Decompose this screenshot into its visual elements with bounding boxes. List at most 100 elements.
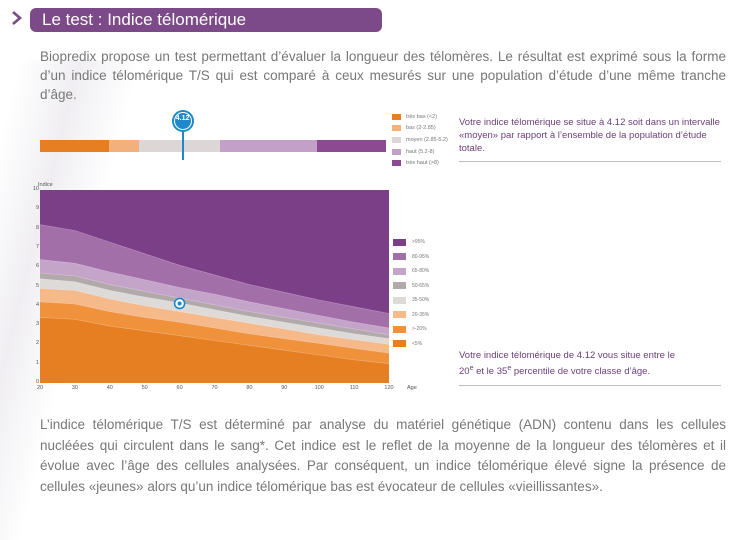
result-marker-line [181,128,184,160]
legend-swatch [393,340,406,348]
y-tick-label: 9 [35,205,39,212]
percentile-legend-item: >95% [393,235,429,250]
range-legend-item: très bas (<2) [392,111,448,123]
legend-label: très bas (<2) [406,113,438,120]
band-separator [40,301,389,354]
legend-label: très haut (>8) [406,160,439,167]
note-sup1: e [469,365,474,372]
legend-swatch [393,282,406,290]
result-note-bottom: Votre indice télomérique de 4.12 vous si… [459,349,721,378]
band-separator [40,259,389,329]
legend-label: 20-35% [412,311,430,318]
legend-label: 50-65% [412,282,430,289]
range-segment [138,140,220,152]
result-marker-pin [171,110,194,132]
note-line1: Votre indice télomérique de 4.12 vous si… [459,350,675,361]
range-segment [109,140,139,152]
range-legend: très bas (<2) bas (2-2.85) moyen (2.85-5.2… [392,111,448,169]
section-header: Le test : Indice télomérique [30,8,382,32]
band-separator [40,317,389,364]
range-segment [219,140,317,152]
x-tick-label: 100 [314,385,324,391]
percentile-legend-item: 50-65% [393,279,429,294]
range-legend-item: très haut (>8) [392,157,448,169]
legend-swatch [392,136,401,143]
result-point-center [177,301,182,306]
legend-swatch [392,113,401,120]
legend-label: 80-95% [412,253,430,260]
legend-label: moyen (2.85-5.2) [406,136,448,143]
legend-swatch [392,148,401,155]
x-tick-label: 20 [36,385,44,391]
range-segment [316,140,386,152]
chevron-right-icon [12,11,22,25]
legend-label: <5% [412,340,423,347]
y-tick-label: 4 [35,301,39,308]
section-title: Le test : Indice télomérique [42,10,247,29]
percentile-legend-item: 80-95% [393,250,429,265]
note-sup2: e [507,365,512,372]
note-line2-end: percentile de votre classe d’âge. [511,366,651,378]
legend-swatch [392,160,401,167]
y-tick-label: 10 [32,186,39,192]
note-mid: et le [473,366,497,378]
y-tick-label: 5 [35,282,39,289]
note-num2: 35 [496,366,508,378]
range-legend-item: moyen (2.85-5.2) [392,134,448,146]
x-axis-label: Age [407,385,417,391]
legend-label: >-20% [412,326,427,333]
range-legend-item: bas (2-2.85) [392,123,448,135]
band-separator [40,288,389,345]
legend-swatch [393,325,406,333]
x-tick-label: 80 [246,385,253,391]
x-tick-label: 40 [106,385,113,391]
intro-paragraph: Biopredix propose un test permettant d’é… [40,49,726,102]
note-num1: 20 [459,366,470,378]
y-tick-label: 6 [35,263,39,270]
legend-label: 35-50% [412,297,430,304]
legend-swatch [393,311,406,319]
legend-swatch [393,267,406,275]
legend-label: bas (2-2.85) [406,125,436,132]
x-tick-label: 90 [281,385,288,391]
band-separator [40,272,389,336]
result-marker-label: 4.12 [175,115,190,122]
divider-top [459,161,721,162]
percentile-chart [40,190,389,383]
y-tick-label: 2 [35,340,39,347]
percentile-legend-item: 65-80% [393,264,429,279]
percentile-legend-item: <5% [393,337,429,352]
x-tick-label: 60 [176,385,183,391]
legend-swatch [393,253,406,261]
legend-swatch [393,238,406,246]
range-legend-item: haut (5.2-8) [392,146,448,158]
result-note-top: Votre indice télomérique se situe à 4.12… [459,117,720,154]
percentile-legend: >95% 80-95% 65-80% 50-65% 35-50% 20-35% >-20% <… [393,235,429,351]
x-tick-label: 30 [71,385,78,391]
percentile-legend-item: 20-35% [393,308,429,323]
band-separator [40,278,389,339]
y-tick-label: 7 [35,243,39,250]
band-separator [40,224,389,314]
range-segment [40,140,110,152]
range-bar [40,140,386,152]
legend-label: haut (5.2-8) [406,148,435,155]
x-tick-label: 70 [211,385,218,391]
x-tick-label: 50 [141,385,148,391]
y-tick-label: 1 [35,359,39,366]
y-tick-label: 0 [35,379,39,385]
percentile-legend-item: >-20% [393,322,429,337]
percentile-legend-item: 35-50% [393,293,429,308]
y-axis-label: Indice [38,182,53,188]
x-tick-label: 120 [384,385,394,391]
divider-bottom [459,385,721,386]
y-tick-label: 3 [35,321,39,328]
legend-swatch [392,125,401,132]
y-tick-label: 8 [35,224,39,231]
legend-swatch [393,296,406,304]
legend-label: >95% [412,239,425,246]
outro-paragraph: L’indice télomérique T/S est déterminé p… [40,417,726,494]
percentile-band [40,317,389,383]
legend-label: 65-80% [412,268,430,275]
x-tick-label: 110 [349,385,359,391]
